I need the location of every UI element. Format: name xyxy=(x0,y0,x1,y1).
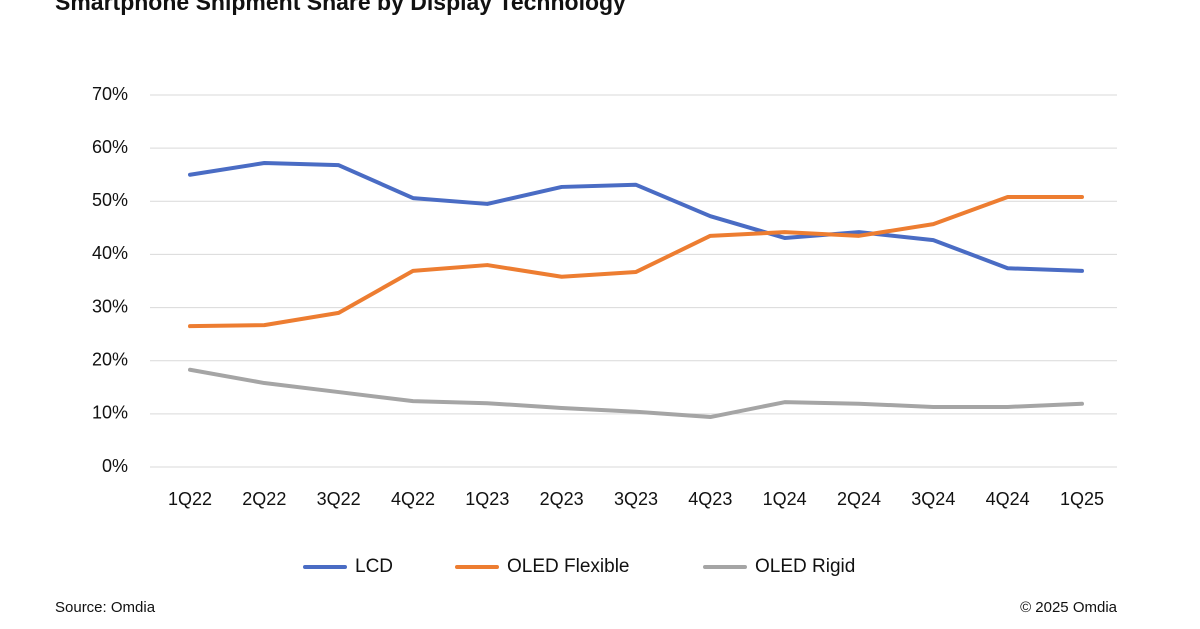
y-tick-label: 60% xyxy=(92,137,128,157)
y-tick-label: 10% xyxy=(92,403,128,423)
y-tick-label: 40% xyxy=(92,243,128,263)
y-tick-label: 30% xyxy=(92,296,128,316)
x-tick-label: 2Q23 xyxy=(540,489,584,509)
x-tick-label: 2Q22 xyxy=(242,489,286,509)
y-tick-label: 0% xyxy=(102,456,128,476)
x-tick-label: 4Q24 xyxy=(986,489,1030,509)
legend-label: OLED Rigid xyxy=(755,556,855,577)
x-tick-label: 1Q22 xyxy=(168,489,212,509)
x-tick-label: 3Q22 xyxy=(317,489,361,509)
y-tick-label: 70% xyxy=(92,84,128,104)
credit: © 2025 Omdia xyxy=(1020,599,1118,616)
source: Source: Omdia xyxy=(55,599,156,616)
x-tick-label: 4Q23 xyxy=(688,489,732,509)
x-tick-label: 1Q25 xyxy=(1060,489,1104,509)
series-line xyxy=(188,367,1084,420)
x-tick-label: 1Q23 xyxy=(465,489,509,509)
x-tick-label: 3Q24 xyxy=(911,489,955,509)
x-tick-label: 1Q24 xyxy=(763,489,807,509)
y-tick-label: 20% xyxy=(92,349,128,369)
legend-label: LCD xyxy=(355,556,393,577)
series-line xyxy=(188,195,1084,329)
x-tick-label: 3Q23 xyxy=(614,489,658,509)
series-line xyxy=(188,161,1084,273)
legend-label: OLED Flexible xyxy=(507,556,630,577)
x-tick-label: 4Q22 xyxy=(391,489,435,509)
chart-title: Smartphone Shipment Share by Display Tec… xyxy=(55,0,626,15)
x-tick-label: 2Q24 xyxy=(837,489,881,509)
y-tick-label: 50% xyxy=(92,190,128,210)
